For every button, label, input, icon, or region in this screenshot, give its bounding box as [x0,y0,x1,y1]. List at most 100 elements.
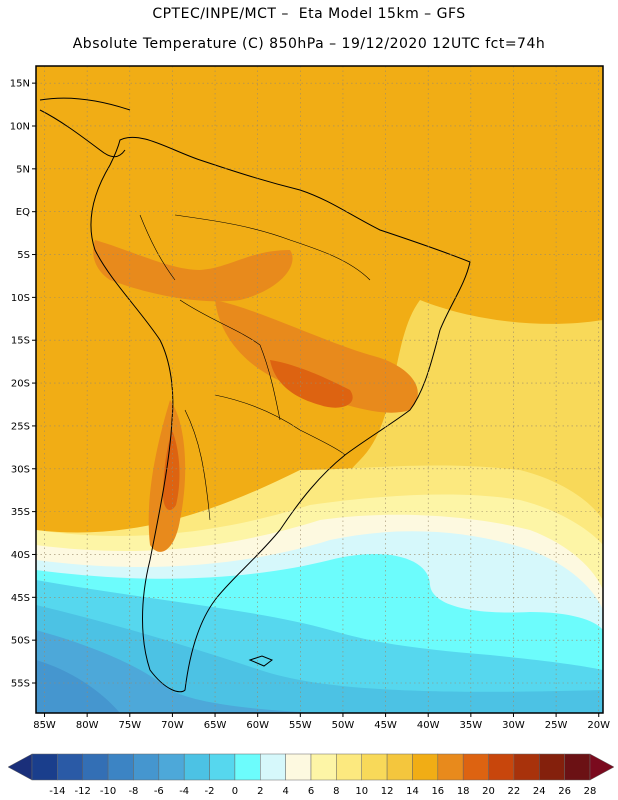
lon-tick-label: 30W [502,720,525,731]
colorbar-box [82,753,109,781]
colorbar-box [31,753,58,781]
latitude-labels: 15N 10N 5N EQ 5S 10S 15S 20S 25S 30S 35S 40S 45S 50S 5… [10,79,36,690]
colorbar-tick-label: 26 [558,786,571,797]
colorbar-box [158,753,185,781]
lat-tick-label: 35S [11,507,30,518]
lat-tick-label: 15S [11,336,30,347]
falklands-outline [248,655,274,667]
colorbar-box [234,753,261,781]
colorbar-tick-label: -8 [128,786,138,797]
colorbar-tick-label: 8 [333,786,339,797]
colorbar-box [564,753,591,781]
coastlines [39,97,471,693]
border-4 [184,409,211,521]
colorbar-tick-label: -12 [75,786,91,797]
colorbar-tick-label: -4 [179,786,189,797]
lat-tick-label: 40S [11,550,30,561]
colorbar-box [183,753,210,781]
colorbar-tick-label: 16 [431,786,444,797]
map-frame [35,65,604,714]
colorbar-tick-label: 12 [381,786,394,797]
lon-tick-label: 35W [460,720,483,731]
colorbar-box [260,753,286,781]
colorbar-tick-label: 10 [355,786,368,797]
colorbar-box [462,753,489,781]
lon-tick-label: 70W [161,720,184,731]
field-darkorange-andes [162,430,180,510]
lat-tick-label: 45S [11,593,30,604]
lat-tick-label: 10N [10,121,30,132]
lon-tick-label: 20W [587,720,610,731]
field-orange-central [215,300,418,413]
border-2 [179,299,281,421]
chart-title-line-1: CPTEC/INPE/MCT – Eta Model 15km – GFS [152,6,466,22]
colorbar-box [209,753,236,781]
colorbar-box [57,753,83,781]
colorbar-box [285,753,312,781]
colorbar-tick-label: 0 [232,786,238,797]
colorbar-box [412,753,439,781]
lat-tick-label: 5N [16,164,30,175]
south-america-coastline [90,136,471,693]
border-5 [139,214,176,281]
colorbar-boxes [7,753,615,781]
colorbar-tick-label: 28 [584,786,597,797]
colorbar-tick-label: 18 [457,786,470,797]
field-orange-amazon [93,240,293,302]
border-3 [214,394,346,456]
colorbar-tick-label: -10 [100,786,116,797]
lon-tick-label: 55W [289,720,312,731]
colorbar-tick-label: 14 [406,786,419,797]
colorbar-box [133,753,160,781]
colorbar-under-arrow [7,753,33,781]
lon-tick-label: 65W [204,720,227,731]
colorbar-tick-label: 22 [508,786,521,797]
map-field [36,66,603,713]
colorbar-box [386,753,413,781]
lon-tick-label: 45W [374,720,397,731]
lat-tick-label: 50S [11,636,30,647]
colorbar-box [310,753,337,781]
field-darkorange-core [270,360,353,408]
lat-tick-label: 15N [10,79,30,90]
lat-tick-label: 20S [11,379,30,390]
lat-tick-label: EQ [16,207,30,218]
colorbar-tick-label: 2 [257,786,263,797]
temperature-map: 15N 10N 5N EQ 5S 10S 15S 20S 25S 30S 35S 40S 45S 50S 5… [10,65,610,731]
colorbar-tick-label: 6 [308,786,314,797]
lon-tick-label: 80W [76,720,99,731]
colorbar-box [513,753,540,781]
field-deep-blue [36,630,320,713]
lon-tick-label: 60W [246,720,269,731]
border-1 [174,214,371,281]
longitude-labels: 85W 80W 75W 70W 65W 60W 55W 50W 45W 40W 35W 30W 25W 2… [33,713,610,731]
central-america-coastline [39,109,126,158]
lat-tick-label: 25S [11,421,30,432]
lon-tick-label: 40W [417,720,440,731]
colorbar: -14 -12 -10 -8 -6 -4 -2 0 2 4 6 8 10 12 14 16 18 20 22 24 26… [7,753,615,797]
colorbar-tick-label: 20 [482,786,495,797]
lon-tick-label: 75W [118,720,141,731]
chart-title-line-2: Absolute Temperature (C) 850hPa – 19/12/… [72,36,546,52]
colorbar-tick-label: -6 [154,786,164,797]
field-blue [36,605,603,713]
grid-lines [36,66,603,713]
colorbar-labels: -14 -12 -10 -8 -6 -4 -2 0 2 4 6 8 10 12 14 16 18 20 22 24 26… [49,786,596,797]
country-borders [139,214,371,521]
colorbar-box [336,753,362,781]
colorbar-box [488,753,515,781]
colorbar-tick-label: -2 [205,786,215,797]
colorbar-box [361,753,388,781]
lat-tick-label: 55S [11,679,30,690]
lon-tick-label: 25W [545,720,568,731]
colorbar-box [107,753,134,781]
lon-tick-label: 50W [332,720,355,731]
lat-tick-label: 5S [17,250,30,261]
field-navy [36,660,120,713]
colorbar-tick-label: 4 [282,786,288,797]
colorbar-tick-label: 24 [533,786,546,797]
caribbean-coastline [39,97,131,111]
colorbar-tick-label: -14 [49,786,65,797]
lat-tick-label: 30S [11,464,30,475]
lon-tick-label: 85W [33,720,56,731]
